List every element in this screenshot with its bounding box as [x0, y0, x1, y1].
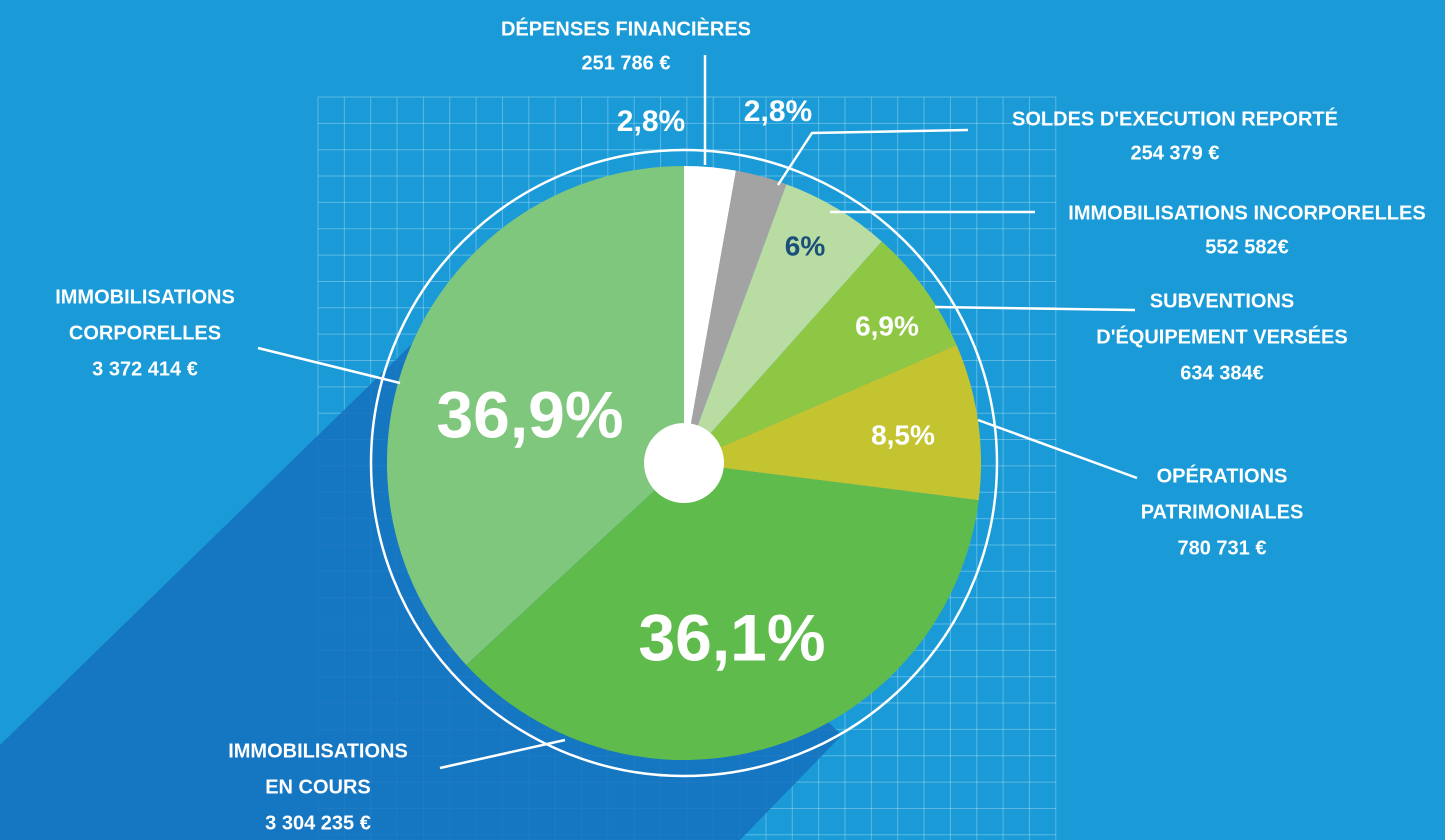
category-label: OPÉRATIONS	[1157, 464, 1288, 487]
leader-line	[934, 305, 1136, 312]
value-label: 6%	[785, 230, 826, 261]
category-label: D'ÉQUIPEMENT VERSÉES	[1096, 325, 1347, 348]
category-label: SOLDES D'EXECUTION REPORTÉ	[1012, 107, 1338, 130]
value-label: 36,9%	[436, 377, 623, 451]
amount-label: 3 304 235 €	[265, 812, 371, 834]
amount-label: 552 582€	[1205, 236, 1288, 258]
value-label: 6,9%	[855, 310, 919, 341]
leader-line	[257, 346, 401, 385]
category-label: CORPORELLES	[69, 322, 221, 344]
value-label: 8,5%	[871, 419, 935, 450]
amount-label: 634 384€	[1180, 362, 1263, 384]
amount-label: 251 786 €	[582, 52, 671, 74]
leader-line	[776, 128, 969, 186]
category-label: PATRIMONIALES	[1141, 501, 1304, 523]
slice	[386, 165, 684, 665]
value-label: 2,8%	[617, 105, 685, 138]
category-label: IMMOBILISATIONS INCORPORELLES	[1068, 202, 1425, 224]
leader-line	[977, 418, 1138, 480]
category-label: IMMOBILISATIONS	[55, 286, 235, 308]
amount-label: 780 731 €	[1178, 537, 1267, 559]
slice	[684, 166, 736, 463]
category-label: SUBVENTIONS	[1150, 290, 1294, 312]
amount-label: 254 379 €	[1131, 142, 1220, 164]
value-label: 36,1%	[638, 600, 825, 674]
amount-label: 3 372 414 €	[92, 358, 198, 380]
slice	[684, 345, 981, 501]
slice	[684, 184, 882, 463]
leader-line	[439, 738, 566, 770]
value-label: 2,8%	[744, 95, 812, 128]
labels: 2,8% 2,8% 6% 6,9% 8,5% 36,1% 36,9% DÉPENSES FIN…	[55, 17, 1426, 834]
category-label: IMMOBILISATIONS	[228, 740, 408, 762]
category-label: DÉPENSES FINANCIÈRES	[501, 17, 751, 40]
outer-ring	[369, 148, 999, 778]
slice	[684, 170, 787, 463]
center-hole	[644, 423, 724, 503]
slice	[466, 463, 979, 760]
slice	[684, 241, 957, 463]
slices	[386, 165, 981, 760]
category-label: EN COURS	[265, 776, 371, 798]
